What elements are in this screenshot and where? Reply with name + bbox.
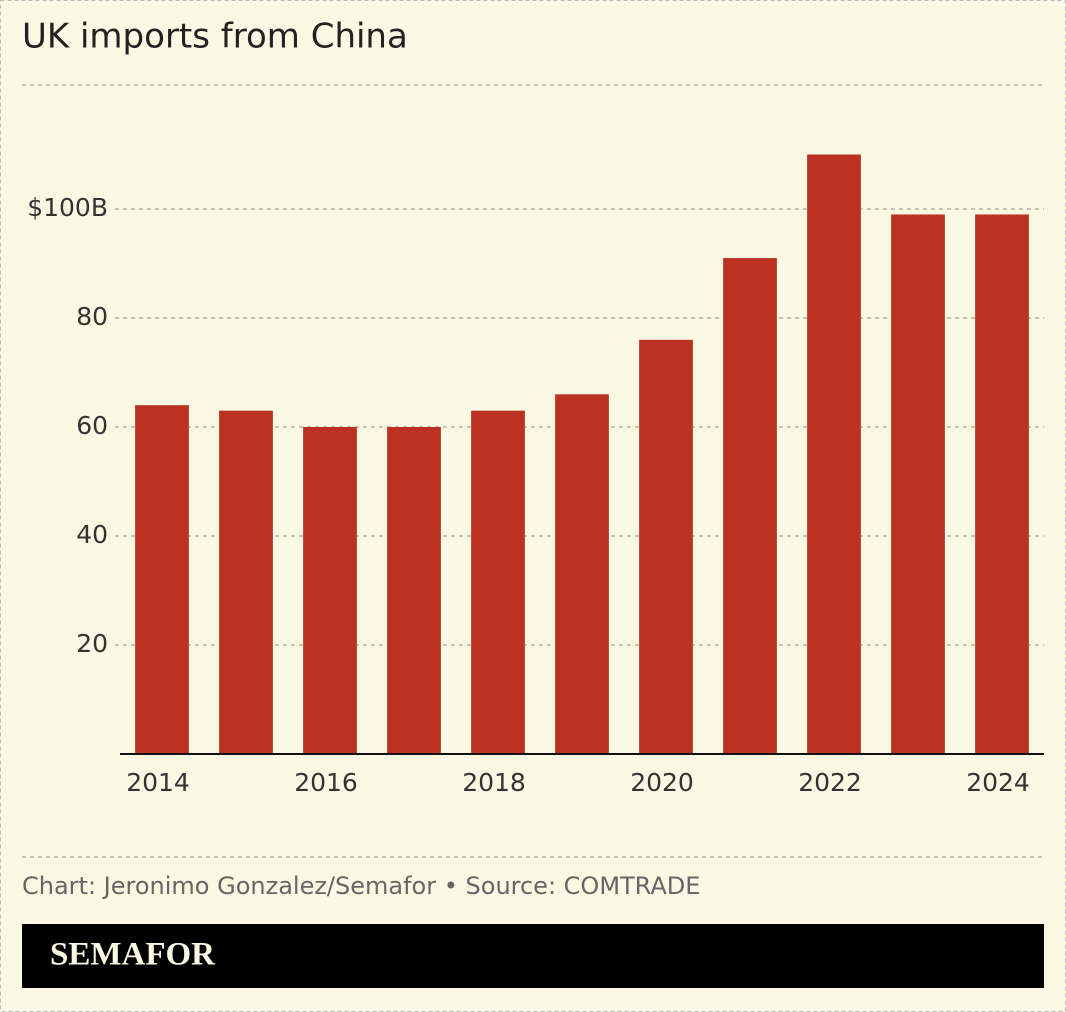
x-tick-label: 2016 (294, 768, 358, 797)
brand-logo: SEMAFOR (50, 937, 216, 973)
y-tick-label: $100B (27, 193, 108, 222)
y-tick-label: 60 (76, 411, 108, 440)
y-tick-label: 40 (76, 520, 108, 549)
x-tick-label: 2024 (966, 768, 1030, 797)
bar (303, 427, 357, 754)
bar (471, 410, 525, 754)
bar (219, 410, 273, 754)
bar (555, 394, 609, 754)
brand-bar (22, 924, 1044, 988)
source-note: Chart: Jeronimo Gonzalez/Semafor • Sourc… (22, 872, 700, 900)
bar (891, 214, 945, 754)
bar (975, 214, 1029, 754)
x-tick-label: 2014 (126, 768, 190, 797)
x-tick-label: 2022 (798, 768, 862, 797)
chart-title: UK imports from China (22, 17, 408, 57)
bar (387, 427, 441, 754)
x-tick-label: 2020 (630, 768, 694, 797)
bar (723, 258, 777, 754)
x-tick-label: 2018 (462, 768, 526, 797)
bar (135, 405, 189, 754)
y-tick-label: 20 (76, 629, 108, 658)
bar (639, 339, 693, 754)
bar (807, 154, 861, 754)
y-tick-label: 80 (76, 302, 108, 331)
